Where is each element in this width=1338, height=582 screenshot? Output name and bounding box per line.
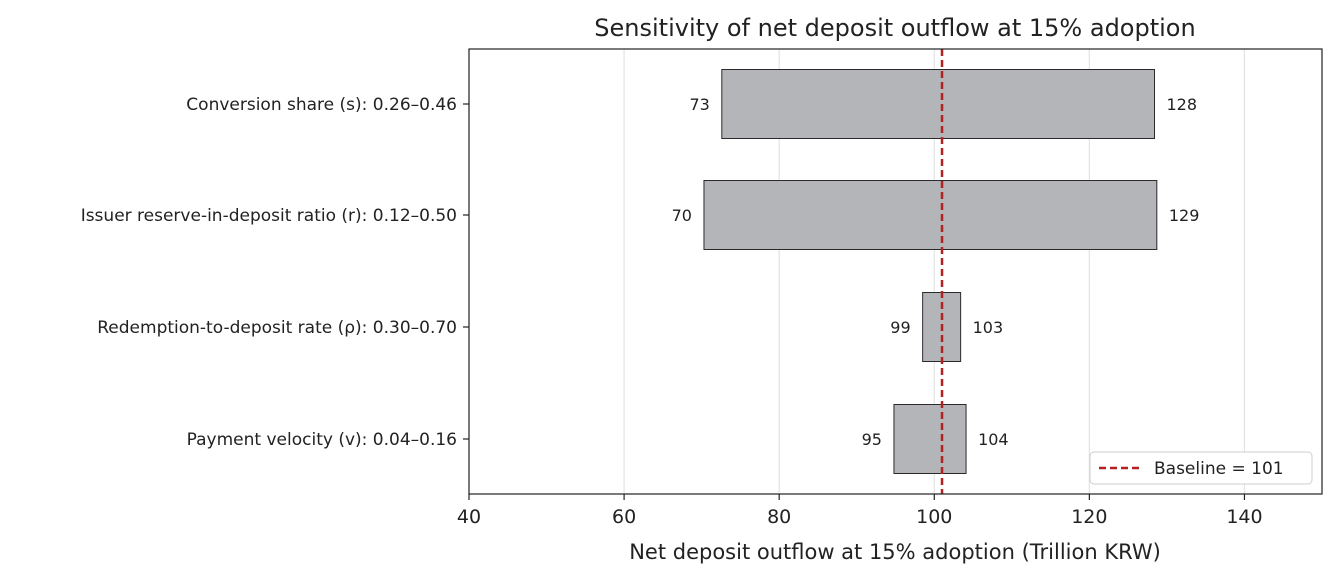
legend-box: [1089, 451, 1313, 485]
bar-high-label: 103: [973, 318, 1004, 337]
y-tick-label: Issuer reserve-in-deposit ratio (r): 0.1…: [81, 206, 457, 226]
y-tick-label: Payment velocity (v): 0.04–0.16: [187, 430, 457, 450]
y-tick-label: Conversion share (s): 0.26–0.46: [186, 95, 457, 115]
chart-title: Sensitivity of net deposit outflow at 15…: [594, 14, 1195, 42]
bar-labels: 73 128 70 129 99 103 95 104: [672, 95, 1200, 449]
bar: [721, 69, 1156, 139]
x-tick-label: 60: [612, 506, 636, 528]
bar-high-label: 128: [1167, 95, 1198, 114]
x-tick-label: 140: [1226, 506, 1262, 528]
x-tick-label: 120: [1071, 506, 1107, 528]
bars: [703, 69, 1158, 474]
x-tick-label: 100: [916, 506, 952, 528]
bar-high-label: 129: [1169, 206, 1200, 225]
bar-low-label: 99: [890, 318, 910, 337]
legend: Baseline = 101: [1089, 451, 1313, 485]
bar-low-label: 70: [672, 206, 692, 225]
bar-low-label: 95: [862, 430, 882, 449]
bar-low-label: 73: [689, 95, 709, 114]
x-axis-label: Net deposit outflow at 15% adoption (Tri…: [629, 540, 1161, 564]
bar-high-label: 104: [978, 430, 1009, 449]
legend-baseline-label: Baseline = 101: [1154, 459, 1284, 479]
x-tick-label: 40: [457, 506, 481, 528]
y-tick-label: Redemption-to-deposit rate (ρ): 0.30–0.7…: [97, 318, 457, 338]
y-axis: Conversion share (s): 0.26–0.46 Issuer re…: [81, 95, 469, 450]
x-tick-label: 80: [767, 506, 791, 528]
x-axis: 40 60 80 100 120 140: [457, 494, 1263, 528]
plot-frame: [468, 48, 1323, 495]
bar: [703, 180, 1158, 250]
bar: [893, 404, 967, 474]
